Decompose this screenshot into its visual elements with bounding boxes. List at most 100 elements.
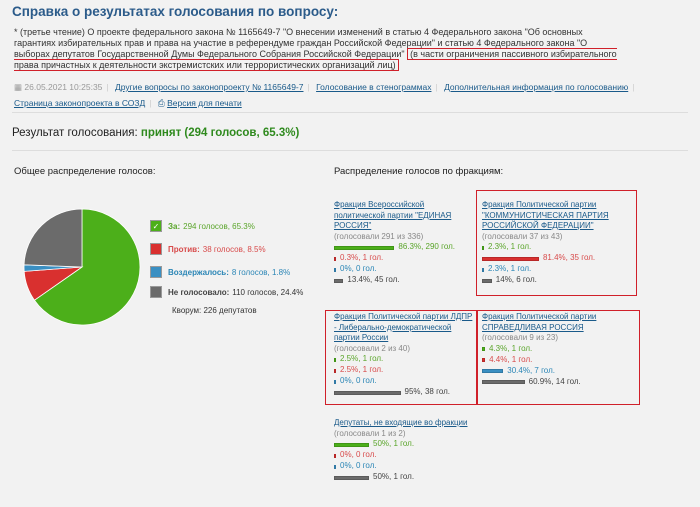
faction-vote-bar xyxy=(482,358,486,362)
quorum: Кворум: 226 депутатов xyxy=(172,306,257,315)
faction-vote-value: 0%, 0 гол. xyxy=(340,450,377,460)
result-label: Результат голосования: xyxy=(12,127,138,139)
faction-vote-bar xyxy=(482,380,525,384)
faction-vote-bar xyxy=(334,267,336,272)
faction-vote-value: 81.4%, 35 гол. xyxy=(542,253,596,263)
legend-value: 8 голосов, 1.8% xyxy=(231,267,291,277)
link-other-questions[interactable]: Другие вопросы по законопроекту № 116564… xyxy=(115,82,304,92)
faction-voted: (голосовали 291 из 336) xyxy=(334,231,424,241)
legend-label: Не голосовало: xyxy=(168,287,230,297)
legend-item: Против: 38 голосов, 8.5% xyxy=(150,243,266,255)
faction-vote-bar xyxy=(334,368,336,373)
question-highlight: (в части ограничения пассивного избирате… xyxy=(14,48,617,71)
faction-vote-bar xyxy=(482,347,485,351)
legend-label: Против: xyxy=(168,244,200,254)
faction-vote-value: 0%, 0 гол. xyxy=(340,376,377,386)
faction-block: Фракция Всероссийской политической парти… xyxy=(334,200,464,286)
faction-vote-bar xyxy=(334,379,336,384)
question-description: * (третье чтение) О проекте федерального… xyxy=(14,27,588,59)
faction-voted: (голосовали 2 из 40) xyxy=(334,343,410,353)
faction-vote-bar xyxy=(334,256,336,261)
faction-vote-bar xyxy=(482,278,492,283)
faction-name-link[interactable]: Фракция Политической партии "КОММУНИСТИЧ… xyxy=(482,200,609,230)
faction-vote-row: 14%, 6 гол. xyxy=(482,275,632,286)
overall-pie-chart xyxy=(23,208,141,326)
faction-vote-row: 2.3%, 1 гол. xyxy=(482,264,632,275)
faction-vote-row: 4.3%, 1 гол. xyxy=(482,344,632,355)
faction-vote-row: 30.4%, 7 гол. xyxy=(482,366,632,377)
pie-slice xyxy=(33,208,141,326)
faction-vote-row: 2.5%, 1 гол. xyxy=(334,354,474,365)
faction-vote-value: 86.3%, 290 гол. xyxy=(398,242,456,252)
faction-vote-row: 50%, 1 гол. xyxy=(334,472,474,483)
pie-slice xyxy=(23,208,83,268)
faction-voted: (голосовали 1 из 2) xyxy=(334,428,406,438)
faction-vote-value: 0%, 0 гол. xyxy=(340,264,377,274)
faction-vote-bar xyxy=(334,357,336,362)
faction-vote-bar xyxy=(334,442,369,447)
faction-vote-value: 2.5%, 1 гол. xyxy=(340,354,384,364)
faction-vote-row: 0%, 0 гол. xyxy=(334,461,474,472)
faction-vote-row: 13.4%, 45 гол. xyxy=(334,275,464,286)
faction-vote-row: 0%, 0 гол. xyxy=(334,376,474,387)
legend-value: 110 голосов, 24.4% xyxy=(232,287,304,297)
faction-vote-value: 4.3%, 1 гол. xyxy=(489,343,533,353)
faction-name-link[interactable]: Депутаты, не входящие во фракции xyxy=(334,418,468,427)
faction-block: Депутаты, не входящие во фракции (голосов… xyxy=(334,418,474,483)
faction-vote-value: 60.9%, 14 гол. xyxy=(528,376,581,386)
legend-label: Воздержалось: xyxy=(168,267,229,277)
faction-vote-value: 2.3%, 1 гол. xyxy=(488,264,532,274)
faction-vote-value: 4.4%, 1 гол. xyxy=(489,354,533,364)
link-additional-info[interactable]: Дополнительная информация по голосованию xyxy=(444,82,629,92)
link-bill-page[interactable]: Страница законопроекта в СОЗД xyxy=(14,98,146,108)
faction-vote-value: 30.4%, 7 гол. xyxy=(507,365,555,375)
factions-heading: Распределение голосов по фракциям: xyxy=(334,166,504,177)
faction-name-link[interactable]: Фракция Политической партии СПРАВЕДЛИВАЯ… xyxy=(482,312,597,332)
faction-vote-value: 2.5%, 1 гол. xyxy=(340,365,384,375)
faction-vote-row: 2.5%, 1 гол. xyxy=(334,365,474,376)
legend-item: ✓ За: 294 голосов, 65.3% xyxy=(150,220,255,232)
page-title: Справка о результатах голосования по воп… xyxy=(12,4,339,19)
faction-name-link[interactable]: Фракция Политической партии ЛДПР - Либер… xyxy=(334,312,473,342)
divider xyxy=(12,150,688,151)
legend-value: 294 голосов, 65.3% xyxy=(183,221,255,231)
faction-vote-bar xyxy=(482,245,484,250)
faction-vote-row: 81.4%, 35 гол. xyxy=(482,253,632,264)
link-transcripts[interactable]: Голосование в стенограммах xyxy=(316,82,432,92)
faction-vote-bar xyxy=(482,256,539,261)
highlight-box xyxy=(325,310,477,405)
faction-vote-value: 0%, 0 гол. xyxy=(340,461,377,471)
faction-vote-row: 2.3%, 1 гол. xyxy=(482,242,632,253)
faction-block: Фракция Политической партии "КОММУНИСТИЧ… xyxy=(482,200,632,286)
faction-vote-row: 0%, 0 гол. xyxy=(334,450,474,461)
faction-vote-value: 50%, 1 гол. xyxy=(373,472,415,482)
meta-links: ▦ 26.05.2021 10:25:35 | Другие вопросы по… xyxy=(14,82,635,108)
faction-vote-row: 95%, 38 гол. xyxy=(334,387,474,398)
faction-vote-row: 0%, 0 гол. xyxy=(334,264,464,275)
faction-vote-row: 0.3%, 1 гол. xyxy=(334,253,464,264)
faction-vote-bar xyxy=(334,475,369,480)
faction-vote-value: 2.3%, 1 гол. xyxy=(488,242,532,252)
faction-name-link[interactable]: Фракция Всероссийской политической парти… xyxy=(334,200,452,230)
link-print-version[interactable]: Версия для печати xyxy=(167,98,242,108)
legend-swatch: ✓ xyxy=(150,220,162,232)
highlight-box xyxy=(477,310,640,405)
faction-vote-bar xyxy=(482,267,484,272)
faction-voted: (голосовали 37 из 43) xyxy=(482,231,563,241)
legend-swatch xyxy=(150,266,162,278)
question-text: * (третье чтение) О проекте федерального… xyxy=(14,27,624,71)
legend-label: За: xyxy=(168,221,181,231)
faction-vote-bar xyxy=(482,369,504,373)
faction-vote-bar xyxy=(334,390,401,395)
faction-block: Фракция Политической партии ЛДПР - Либер… xyxy=(334,312,474,398)
faction-vote-value: 95%, 38 гол. xyxy=(404,387,450,397)
legend-item: Воздержалось: 8 голосов, 1.8% xyxy=(150,266,290,278)
faction-vote-bar xyxy=(334,453,336,458)
result-value: принят (294 голосов, 65.3%) xyxy=(140,127,300,139)
faction-block: Фракция Политической партии СПРАВЕДЛИВАЯ… xyxy=(482,312,632,388)
faction-vote-value: 0.3%, 1 гол. xyxy=(340,253,384,263)
overall-heading: Общее распределение голосов: xyxy=(14,166,156,177)
faction-voted: (голосовали 9 из 23) xyxy=(482,333,558,342)
faction-vote-row: 50%, 1 гол. xyxy=(334,439,474,450)
faction-vote-row: 60.9%, 14 гол. xyxy=(482,377,632,388)
